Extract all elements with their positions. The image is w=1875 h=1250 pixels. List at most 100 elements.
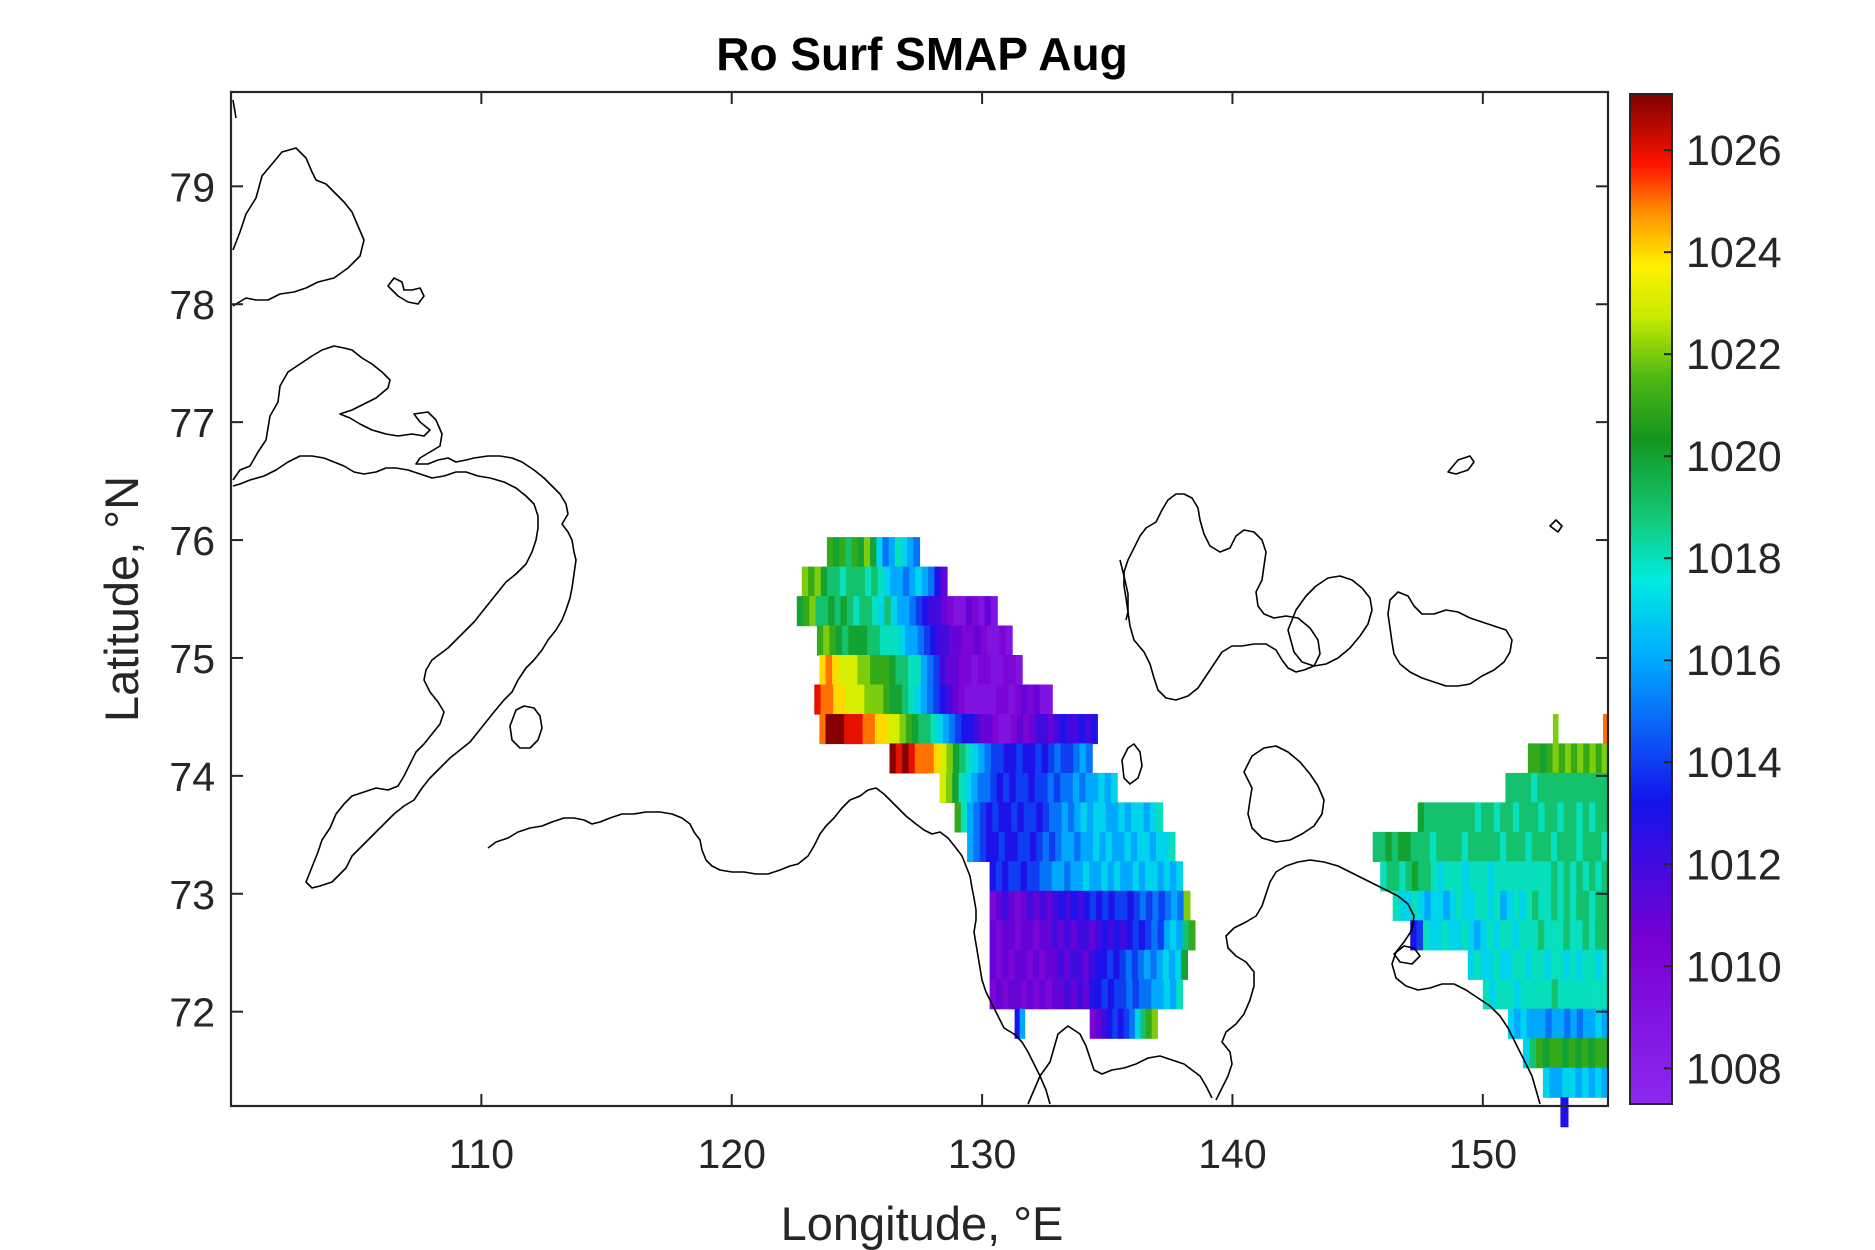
- heatmap-cell: [1107, 949, 1114, 980]
- heatmap-cell: [1423, 920, 1430, 951]
- heatmap-cell: [1089, 920, 1096, 951]
- heatmap-cell: [942, 714, 950, 745]
- heatmap-cell: [1506, 831, 1514, 862]
- heatmap-cell: [870, 537, 877, 568]
- heatmap-cell: [1540, 743, 1547, 774]
- heatmap-cell: [1443, 861, 1451, 892]
- heatmap-cell: [1036, 831, 1044, 862]
- heatmap-cell: [946, 743, 954, 774]
- heatmap-cell: [1481, 802, 1488, 833]
- heatmap-cell: [876, 537, 884, 568]
- heatmap-cell: [978, 743, 986, 774]
- heatmap-cell: [1176, 979, 1183, 1010]
- heatmap-cell: [1539, 979, 1546, 1010]
- heatmap-cell: [826, 684, 834, 715]
- heatmap-cell: [1582, 920, 1590, 951]
- heatmap-cell: [1107, 979, 1115, 1010]
- heatmap-cell: [882, 655, 890, 686]
- heatmap-cell: [1474, 831, 1482, 862]
- heatmap-cell: [827, 566, 834, 597]
- heatmap-cell: [839, 684, 847, 715]
- coastline-stolbovoy: [1121, 743, 1143, 785]
- heatmap-cell: [1045, 684, 1053, 715]
- heatmap-cell: [1525, 802, 1533, 833]
- heatmap-cell: [829, 625, 837, 656]
- heatmap-cell: [862, 714, 870, 745]
- heatmap-cell: [831, 714, 839, 745]
- heatmap-cell: [1002, 890, 1009, 921]
- heatmap-cell: [1411, 890, 1419, 921]
- heatmap-cell: [889, 743, 897, 774]
- heatmap-cell: [1105, 802, 1113, 833]
- heatmap-cell: [977, 684, 984, 715]
- heatmap-cell: [1089, 1008, 1096, 1039]
- heatmap-cell: [1399, 890, 1406, 921]
- colorbar-tick-label: 1026: [1686, 127, 1782, 175]
- heatmap-cell: [1146, 890, 1153, 921]
- heatmap-cell: [1525, 920, 1533, 951]
- heatmap-cell: [1493, 920, 1501, 951]
- heatmap-cell: [979, 831, 987, 862]
- heatmap-cell: [1500, 802, 1508, 833]
- heatmap-cell: [939, 684, 947, 715]
- heatmap-cell: [1026, 920, 1034, 951]
- heatmap-cell: [1462, 890, 1470, 921]
- colorbar-tick-label: 1024: [1686, 229, 1782, 277]
- heatmap-cell: [1583, 743, 1591, 774]
- heatmap-cell: [1399, 861, 1407, 892]
- heatmap-cell: [1009, 743, 1017, 774]
- heatmap-cell: [1140, 1008, 1147, 1039]
- heatmap-cell: [1132, 861, 1140, 892]
- heatmap-cell: [1145, 920, 1152, 951]
- heatmap-cell: [1061, 802, 1069, 833]
- heatmap-cell: [1583, 979, 1590, 1010]
- heatmap-cell: [958, 772, 966, 803]
- colorbar-tick-label: 1012: [1686, 841, 1782, 889]
- colorbar-frame: [1629, 93, 1673, 1105]
- heatmap-cell: [1070, 979, 1078, 1010]
- heatmap-cell: [1577, 743, 1584, 774]
- heatmap-cell: [1047, 743, 1055, 774]
- heatmap-cell: [989, 920, 997, 951]
- heatmap-cell: [1039, 861, 1047, 892]
- heatmap-cell: [1563, 920, 1571, 951]
- heatmap-cell: [1542, 1067, 1550, 1098]
- heatmap-cell: [1475, 861, 1482, 892]
- heatmap-cell: [1525, 949, 1533, 980]
- heatmap-cell: [967, 802, 974, 833]
- heatmap-cell: [1020, 890, 1028, 921]
- heatmap-cell: [1455, 831, 1463, 862]
- heatmap-cell: [1550, 802, 1558, 833]
- heatmap-cell: [1570, 890, 1577, 921]
- heatmap-cell: [1011, 802, 1019, 833]
- heatmap-cell: [1551, 979, 1559, 1010]
- heatmap-cell: [1524, 772, 1532, 803]
- heatmap-cell: [952, 655, 960, 686]
- heatmap-cell: [999, 625, 1007, 656]
- heatmap-cell: [876, 684, 884, 715]
- heatmap-cell: [1042, 831, 1050, 862]
- heatmap-cell: [1045, 861, 1053, 892]
- heatmap-cell: [1157, 920, 1165, 951]
- heatmap-cell: [1582, 831, 1590, 862]
- heatmap-cell: [1557, 831, 1565, 862]
- heatmap-cell: [853, 596, 861, 627]
- heatmap-cell: [921, 743, 928, 774]
- heatmap-cell: [1531, 831, 1539, 862]
- heatmap-cell: [1137, 831, 1144, 862]
- heatmap-cell: [1424, 802, 1431, 833]
- heatmap-cell: [1014, 979, 1022, 1010]
- heatmap-cell: [915, 596, 923, 627]
- heatmap-cell: [863, 655, 871, 686]
- heatmap-cell: [1070, 949, 1077, 980]
- heatmap-cell: [1008, 920, 1016, 951]
- colorbar-gradient: [1630, 94, 1672, 1104]
- heatmap-cell: [1004, 802, 1012, 833]
- heatmap-cell: [1499, 920, 1507, 951]
- heatmap-cell: [1130, 831, 1138, 862]
- heatmap-cell: [1149, 831, 1157, 862]
- heatmap-cell: [1005, 625, 1013, 656]
- heatmap-cell: [1487, 890, 1495, 921]
- heatmap-cell: [936, 714, 944, 745]
- heatmap-cell: [870, 684, 878, 715]
